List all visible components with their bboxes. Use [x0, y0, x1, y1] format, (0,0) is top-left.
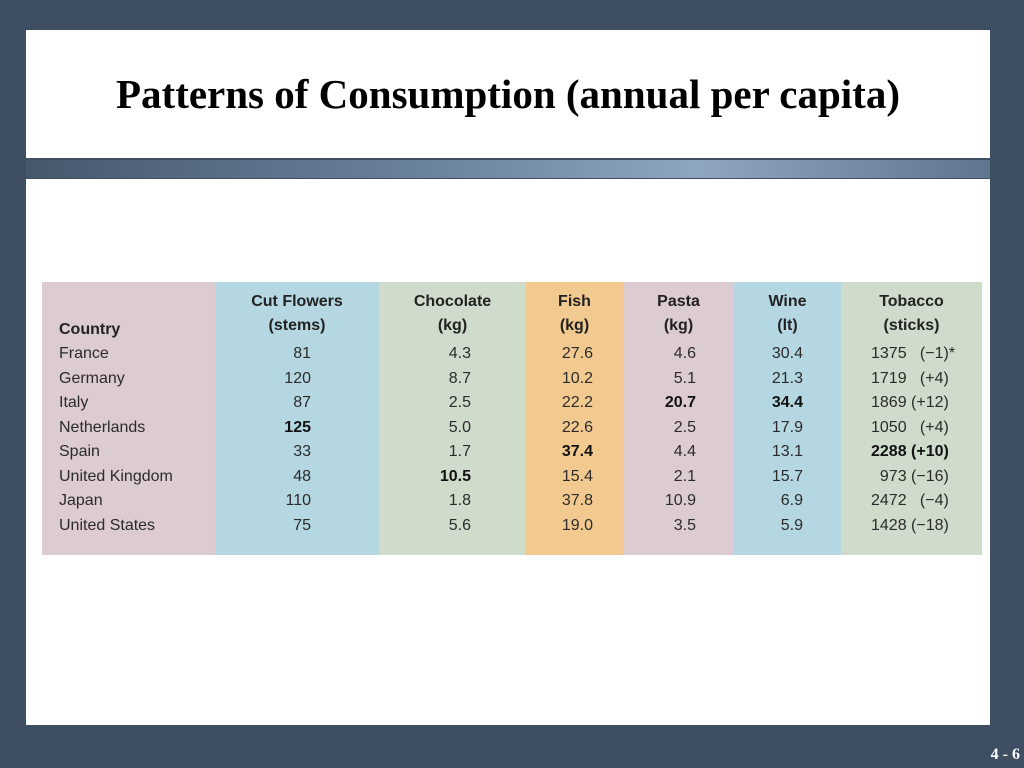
table-cell: 10.2: [561, 369, 593, 387]
table-cell: Italy: [59, 394, 89, 411]
column-header-cut-flowers: Cut Flowers (stems): [251, 293, 343, 334]
table-cell: 37.4: [561, 443, 593, 460]
table-cell: 48: [293, 467, 311, 485]
table-cell: 125: [284, 418, 311, 436]
title-panel: Patterns of Consumption (annual per capi…: [26, 30, 990, 158]
table-cell: 27.6: [561, 345, 593, 362]
table-cell: 6.9: [780, 492, 803, 509]
slide-title: Patterns of Consumption (annual per capi…: [116, 71, 900, 117]
table-cell: 81: [293, 345, 311, 362]
table-cell: 2.5: [448, 394, 471, 411]
table-cell: 22.2: [561, 394, 593, 411]
table-cell: France: [59, 345, 109, 362]
table-cell: Netherlands: [59, 418, 146, 436]
column-pasta: Pasta (kg) 4.6 5.1 20.7 2.5 4.4 2.1 10.9 3.5: [623, 282, 734, 555]
table-cell: 120: [284, 369, 311, 387]
column-header-wine: Wine (lt): [768, 293, 807, 334]
table-cell: 5.1: [673, 369, 696, 387]
table-cell: 3.5: [673, 516, 696, 534]
table-cell: United Kingdom: [59, 467, 173, 485]
table-cell: 1719 (+4): [871, 369, 949, 387]
column-header-chocolate: Chocolate (kg): [413, 293, 492, 334]
table-cell: Germany: [59, 369, 125, 387]
table-cell: 87: [293, 394, 311, 411]
table-cell: 4.4: [673, 443, 696, 460]
table-cell: 20.7: [664, 394, 696, 411]
table-cell: 33: [293, 443, 311, 460]
content-panel: Country France Germany Italy Netherlands Spa…: [26, 179, 990, 725]
table-cell: 22.6: [561, 418, 593, 436]
column-cut-flowers: Cut Flowers (stems) 81 120 87 125 33 48 110 75: [215, 282, 379, 555]
column-country: Country France Germany Italy Netherlands Spa…: [42, 282, 215, 555]
table-cell: 30.4: [771, 345, 803, 362]
column-wine: Wine (lt) 30.4 21.3 34.4 17.9 13.1 15.7 6.9 5.9: [734, 282, 841, 555]
table-cell: 1050 (+4): [871, 418, 949, 436]
table-cell: 1428 (−18): [871, 516, 949, 534]
table-cell: 1.7: [448, 443, 471, 460]
table-cell: Japan: [59, 492, 103, 509]
table-cell: Spain: [59, 443, 100, 460]
table-cell: 973 (−16): [871, 467, 949, 485]
table-cell: 10.5: [439, 467, 471, 485]
table-cell: 2288 (+10): [871, 443, 949, 460]
column-header-fish: Fish (kg): [558, 293, 591, 334]
page-number: 4 - 6: [990, 746, 1020, 763]
column-tobacco: Tobacco (sticks) 1375 (−1)* 1719 (+4) 1869…: [841, 282, 982, 555]
table-cell: 10.9: [664, 492, 696, 509]
column-chocolate: Chocolate (kg) 4.3 8.7 2.5 5.0 1.7 10.5 1.8 5.6: [379, 282, 526, 555]
table-cell: 17.9: [771, 418, 803, 436]
table-cell: 34.4: [771, 394, 803, 411]
table-cell: 1869 (+12): [871, 394, 949, 411]
table-cell: 19.0: [561, 516, 593, 534]
column-header-pasta: Pasta (kg): [657, 293, 700, 334]
decorative-stripe: [26, 160, 990, 178]
table-cell: 4.6: [673, 345, 696, 362]
column-header-tobacco: Tobacco (sticks): [879, 293, 944, 334]
table-cell: 2.5: [673, 418, 696, 436]
table-cell: 4.3: [448, 345, 471, 362]
table-cell: 15.4: [561, 467, 593, 485]
table-cell: 5.0: [448, 418, 471, 436]
table-cell: 1.8: [448, 492, 471, 509]
table-cell: 5.9: [780, 516, 803, 534]
table-cell: 110: [285, 492, 311, 509]
table-cell: 8.7: [448, 369, 471, 387]
table-cell: United States: [59, 516, 156, 534]
table-cell: 2.1: [673, 467, 696, 485]
table-cell: 5.6: [448, 516, 471, 534]
table-cell: 2472 (−4): [871, 492, 949, 509]
table-cell: 13.1: [771, 443, 803, 460]
column-header-country: Country: [59, 321, 121, 338]
consumption-table: Country France Germany Italy Netherlands Spa…: [42, 282, 982, 555]
table-cell: 15.7: [771, 467, 803, 485]
table-cell: 75: [293, 516, 311, 534]
table-cell: 21.3: [771, 369, 803, 387]
table-cell: 37.8: [561, 492, 593, 509]
column-fish: Fish (kg) 27.6 10.2 22.2 22.6 37.4 15.4 37.8 19…: [526, 282, 623, 555]
table-cell: 1375 (−1)*: [871, 345, 956, 362]
